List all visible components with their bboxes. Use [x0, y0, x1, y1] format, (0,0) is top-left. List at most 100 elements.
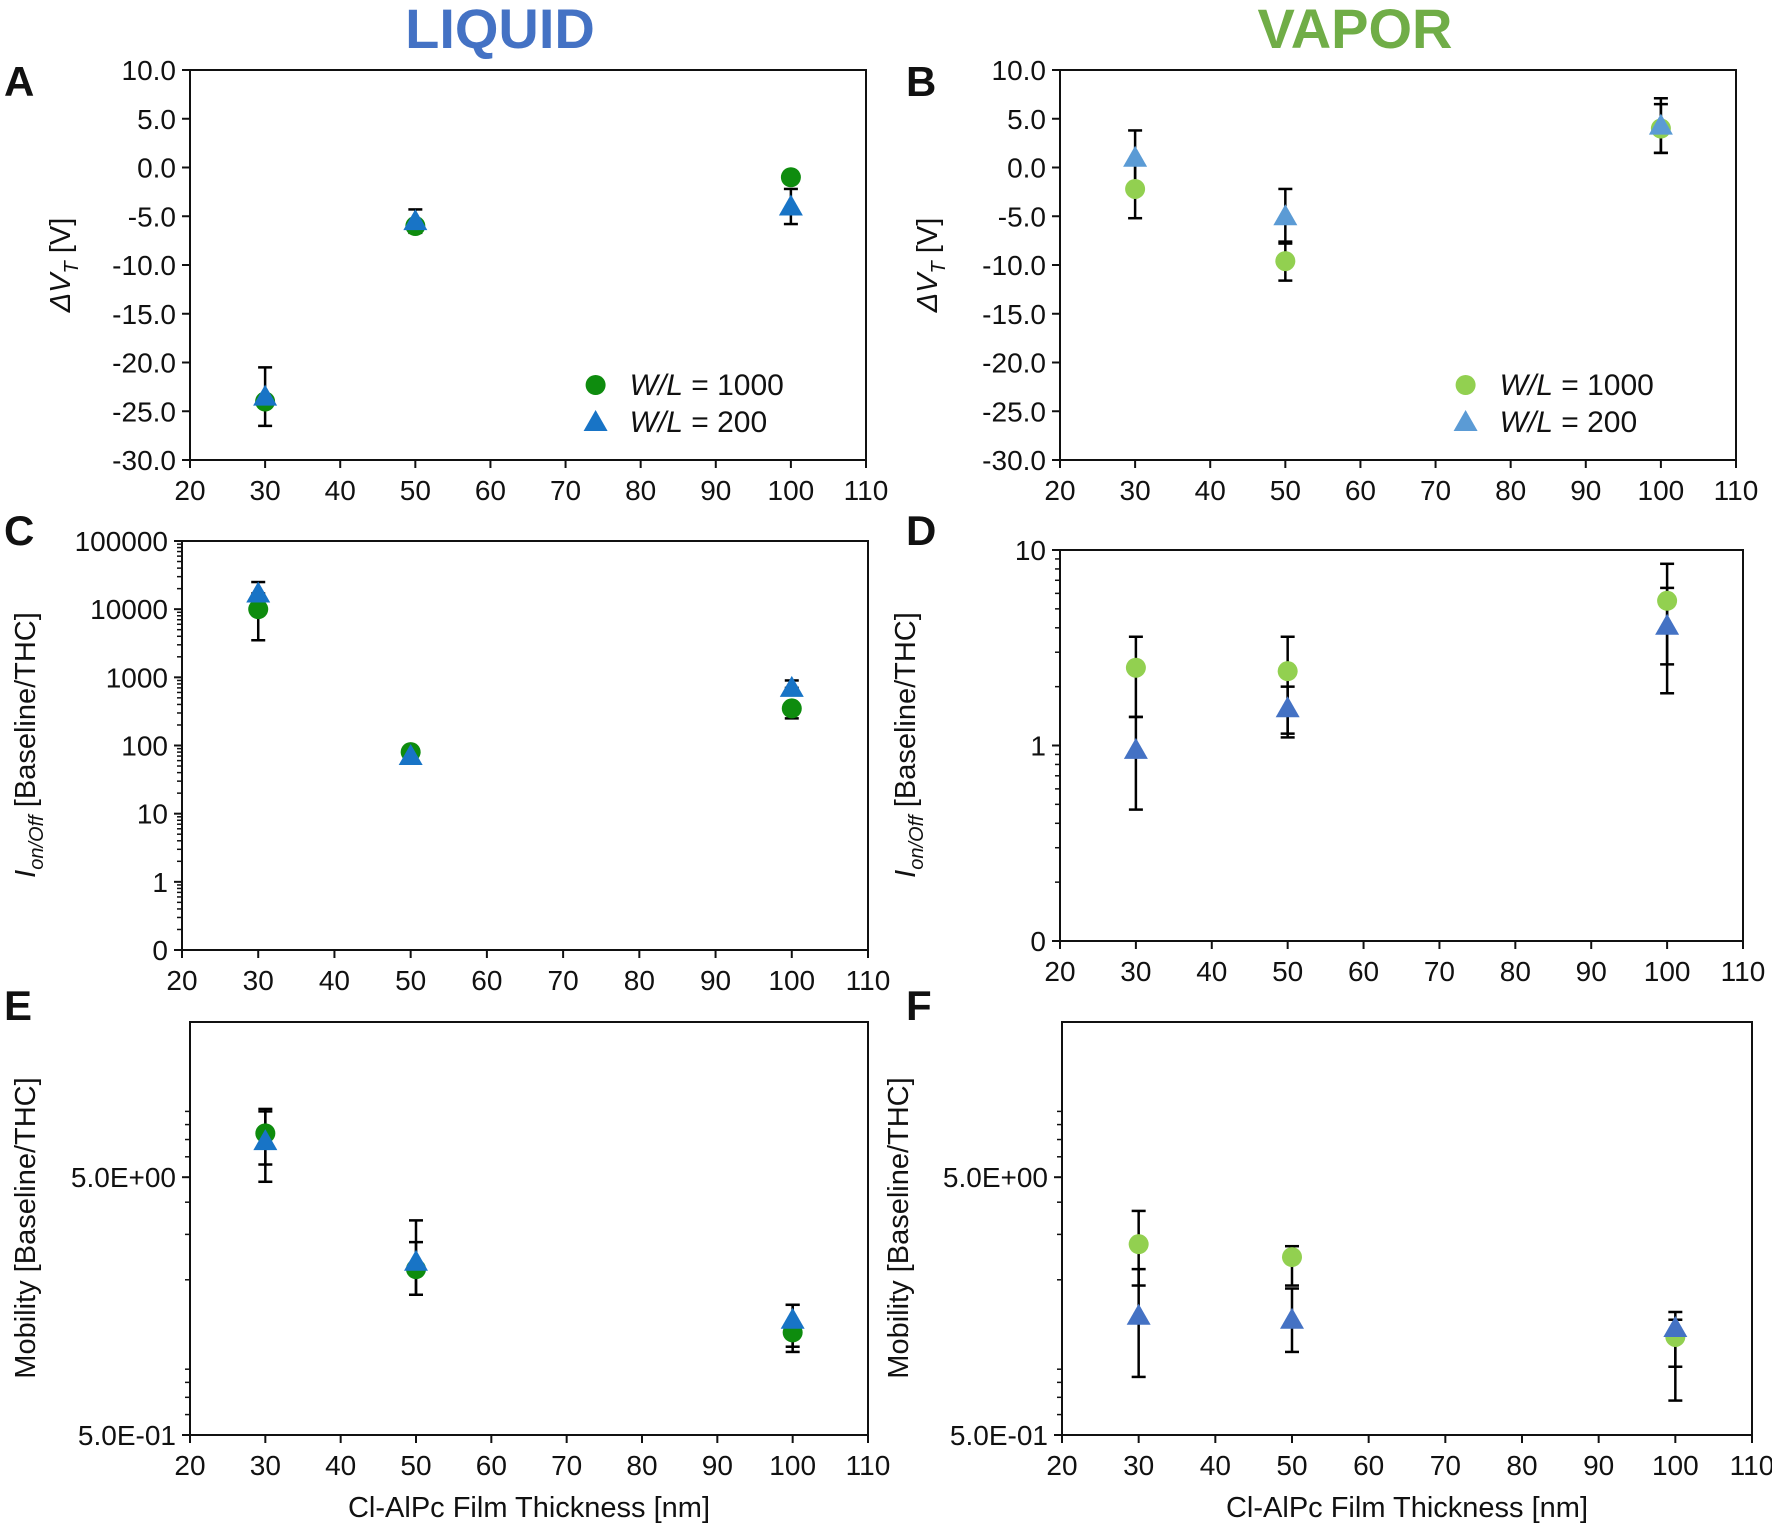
- y-tick-label: 1: [1030, 731, 1046, 762]
- panel-letter: F: [906, 982, 932, 1029]
- panel-letter: E: [4, 982, 32, 1029]
- legend-label: W/L = 1000: [630, 369, 784, 402]
- y-tick-label: -20.0: [112, 348, 176, 379]
- x-tick-label: 60: [476, 1450, 507, 1481]
- y-tick-label: 5.0E-01: [950, 1420, 1048, 1451]
- data-point-triangle: [403, 209, 428, 231]
- x-tick-label: 110: [844, 475, 889, 506]
- data-point-circle: [1275, 251, 1296, 272]
- x-tick-label: 30: [243, 965, 274, 996]
- x-tick-label: 90: [700, 965, 731, 996]
- y-tick-label: -15.0: [112, 299, 176, 330]
- x-tick-label: 40: [325, 1450, 356, 1481]
- x-tick-label: 70: [550, 475, 581, 506]
- data-point-circle: [1128, 1234, 1149, 1255]
- y-tick-label: 0: [152, 935, 168, 966]
- y-tick-label: 100000: [75, 526, 168, 557]
- x-tick-label: 20: [174, 1450, 205, 1481]
- data-point-triangle: [779, 675, 804, 697]
- y-tick-label: 10000: [90, 594, 168, 625]
- x-tick-label: 30: [1120, 475, 1151, 506]
- x-tick-label: 30: [250, 1450, 281, 1481]
- y-tick-label: -15.0: [982, 299, 1046, 330]
- data-point-triangle: [253, 384, 278, 406]
- plot-frame: [1061, 1021, 1753, 1436]
- x-tick-label: 20: [1044, 475, 1075, 506]
- y-tick-label: -10.0: [982, 250, 1046, 281]
- y-tick-label: 1000: [106, 662, 168, 693]
- x-tick-label: 90: [1583, 1450, 1614, 1481]
- y-axis-label: ΔVT [V]: [45, 218, 83, 314]
- data-point-circle: [1282, 1247, 1302, 1268]
- y-axis-label: Ion/Off [Baseline/THC]: [10, 612, 48, 878]
- plot-frame: [1059, 549, 1744, 942]
- x-tick-label: 100: [1638, 475, 1685, 506]
- data-point-triangle: [1123, 145, 1148, 167]
- x-tick-label: 90: [702, 1450, 733, 1481]
- x-tick-label: 70: [1424, 956, 1455, 987]
- legend-marker-triangle: [583, 410, 608, 431]
- legend-marker-triangle: [1453, 410, 1478, 431]
- y-tick-label: -30.0: [982, 445, 1046, 476]
- panel-a-chart: A 20 30 40 50 60 70 80 90 100 110 10.0 5.0 0.0 -5.0 -10…: [4, 55, 888, 506]
- y-tick-label: 10.0: [992, 55, 1047, 86]
- y-tick-label: 10: [137, 799, 168, 830]
- panel-c-chart: C20 30 40 50 60 70 80 90 100 11010000010000100010…: [4, 507, 890, 996]
- x-tick-label: 70: [551, 1450, 582, 1481]
- data-point-triangle: [1123, 737, 1148, 759]
- x-tick-label: 70: [548, 965, 579, 996]
- legend-label: W/L = 200: [630, 406, 768, 439]
- y-tick-label: 5.0: [137, 104, 176, 135]
- x-tick-label: 80: [1506, 1450, 1537, 1481]
- x-tick-label: 80: [1495, 475, 1526, 506]
- x-tick-label: 50: [1272, 956, 1303, 987]
- data-point-triangle: [398, 744, 423, 766]
- data-point-circle: [780, 167, 801, 188]
- y-tick-label: 0.0: [137, 153, 176, 184]
- data-point-triangle: [1663, 1316, 1688, 1338]
- y-tick-label: 0: [1030, 926, 1046, 957]
- x-tick-label: 110: [846, 965, 891, 996]
- y-tick-label: -20.0: [982, 348, 1046, 379]
- panel-letter: C: [4, 507, 34, 554]
- x-tick-label: 60: [475, 475, 506, 506]
- y-tick-label: 5.0E+00: [71, 1162, 176, 1193]
- x-tick-label: 50: [400, 475, 431, 506]
- y-tick-label: -5.0: [128, 201, 176, 232]
- x-tick-label: 100: [1644, 956, 1691, 987]
- x-tick-label: 40: [1196, 956, 1227, 987]
- data-point-triangle: [246, 581, 271, 603]
- y-tick-label: -30.0: [112, 445, 176, 476]
- data-point-circle: [1657, 590, 1678, 611]
- x-tick-label: 50: [400, 1450, 431, 1481]
- data-point-triangle: [404, 1249, 428, 1271]
- x-tick-label: 40: [1195, 475, 1226, 506]
- y-axis-label: Mobility [Baseline/THC]: [883, 1077, 915, 1378]
- x-tick-label: 110: [1721, 956, 1766, 987]
- x-tick-label: 100: [769, 1450, 816, 1481]
- data-point-triangle: [1273, 204, 1298, 226]
- y-tick-label: -25.0: [112, 396, 176, 427]
- x-tick-label: 100: [1652, 1450, 1699, 1481]
- x-tick-label: 110: [1714, 475, 1759, 506]
- data-point-triangle: [778, 194, 803, 216]
- data-point-triangle: [1648, 113, 1673, 135]
- x-tick-label: 80: [626, 1450, 657, 1481]
- y-tick-label: 100: [121, 731, 168, 762]
- data-point-triangle: [1126, 1303, 1151, 1325]
- panel-letter: B: [906, 58, 936, 105]
- x-tick-label: 110: [1730, 1450, 1772, 1481]
- x-tick-label: 30: [250, 475, 281, 506]
- legend-marker-circle: [1455, 375, 1476, 395]
- y-axis-label: Ion/Off [Baseline/THC]: [890, 612, 928, 878]
- data-point-triangle: [1655, 613, 1680, 635]
- x-tick-label: 60: [1345, 475, 1376, 506]
- x-tick-label: 80: [624, 965, 655, 996]
- data-point-circle: [1125, 657, 1146, 678]
- x-tick-label: 90: [700, 475, 731, 506]
- x-tick-label: 30: [1123, 1450, 1154, 1481]
- x-tick-label: 100: [768, 475, 815, 506]
- data-point-circle: [1125, 178, 1146, 199]
